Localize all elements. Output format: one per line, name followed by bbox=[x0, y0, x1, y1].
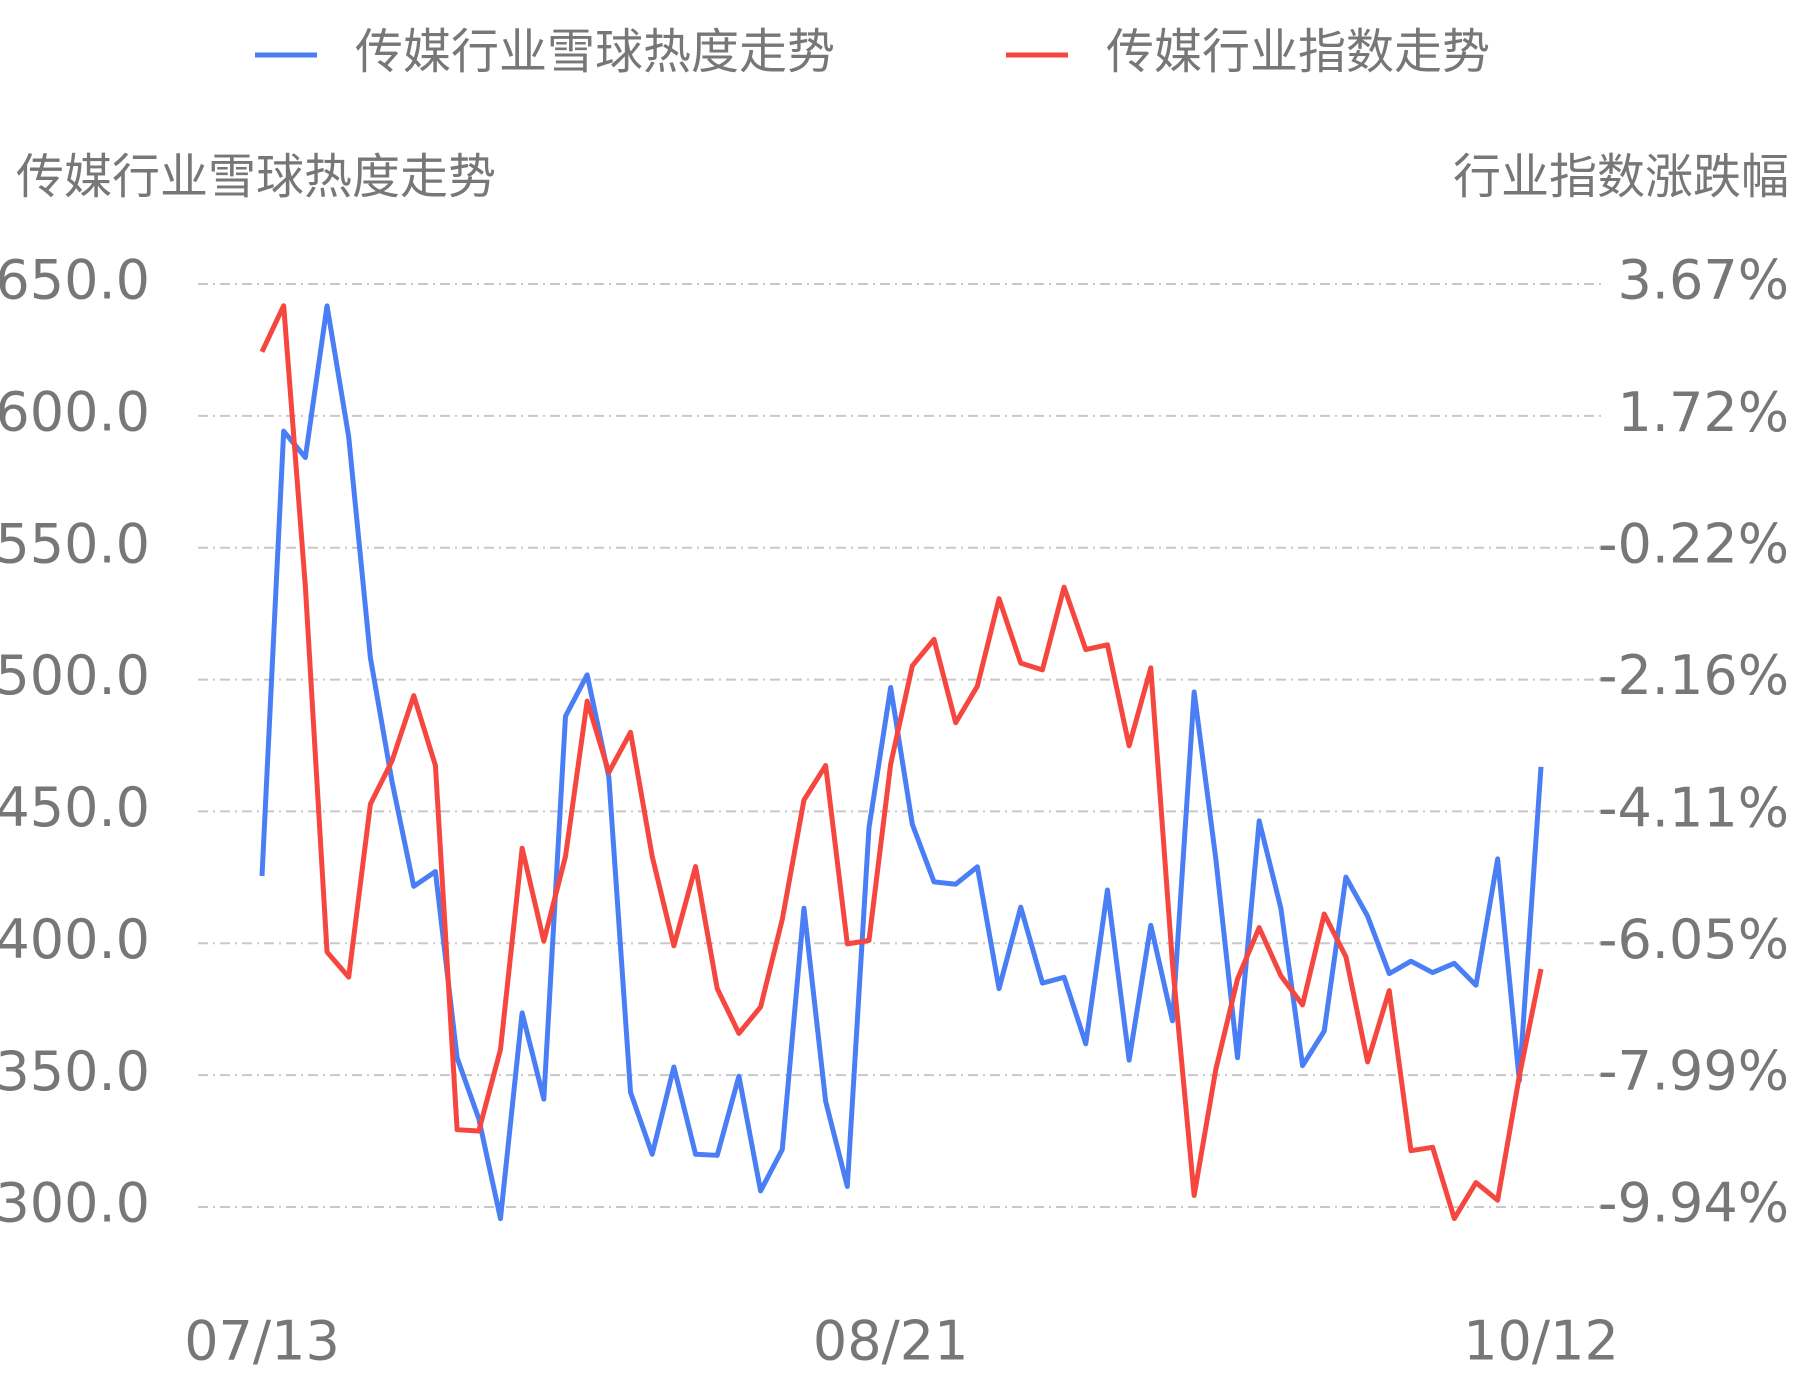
y2-tick-label: -7.99% bbox=[1598, 1039, 1789, 1102]
series-line bbox=[259, 303, 1544, 1222]
y-axis-title: 传媒行业雪球热度走势 bbox=[16, 149, 496, 205]
legend-label: 传媒行业指数走势 bbox=[1106, 24, 1490, 80]
x-tick-label: 10/12 bbox=[1463, 1310, 1619, 1373]
y2-tick-label: -4.11% bbox=[1598, 776, 1789, 839]
x-tick-label: 07/13 bbox=[184, 1310, 340, 1373]
y-tick-label: 550.0 bbox=[0, 512, 150, 575]
y-tick-label: 300.0 bbox=[0, 1172, 150, 1235]
y2-axis-title: 行业指数涨跌幅 bbox=[1453, 149, 1789, 205]
y2-tick-label: 1.72% bbox=[1617, 381, 1789, 444]
y-tick-label: 600.0 bbox=[0, 380, 150, 443]
legend-label: 传媒行业雪球热度走势 bbox=[355, 24, 835, 80]
y-tick-label: 350.0 bbox=[0, 1040, 150, 1103]
y-tick-label: 400.0 bbox=[0, 908, 150, 971]
y2-tick-label: -0.22% bbox=[1598, 512, 1789, 575]
y-tick-label: 500.0 bbox=[0, 644, 150, 707]
x-tick-label: 08/21 bbox=[813, 1310, 969, 1373]
y-tick-label: 650.0 bbox=[0, 249, 150, 312]
y-tick-label: 450.0 bbox=[0, 776, 150, 839]
y2-tick-label: -6.05% bbox=[1598, 908, 1789, 971]
y2-tick-label: 3.67% bbox=[1617, 249, 1789, 312]
y2-tick-label: -2.16% bbox=[1598, 644, 1789, 707]
series-line bbox=[259, 303, 1544, 1222]
y2-tick-label: -9.94% bbox=[1598, 1172, 1789, 1235]
